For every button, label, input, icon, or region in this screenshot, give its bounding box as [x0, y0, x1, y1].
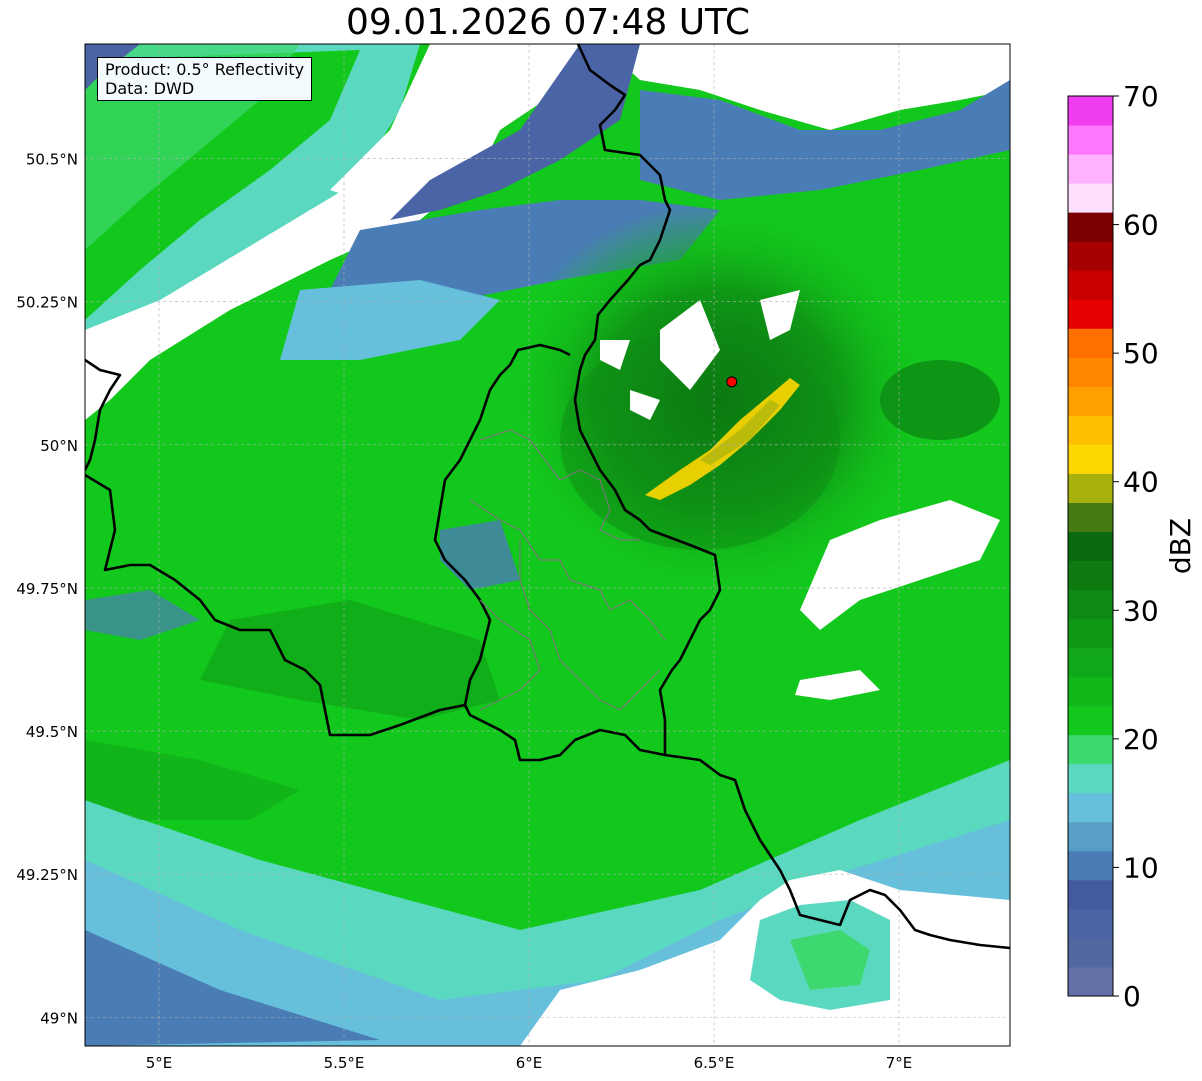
colorbar-segment [1068, 357, 1113, 387]
colorbar-tick-label: 50 [1123, 337, 1159, 370]
colorbar-segment [1068, 241, 1113, 271]
colorbar-tick-label: 0 [1123, 980, 1141, 1013]
colorbar-segment [1068, 966, 1113, 997]
colorbar-label: dBZ [1164, 518, 1197, 574]
colorbar-segment [1068, 850, 1113, 881]
colorbar-segment [1068, 937, 1113, 968]
lat-tick-label: 49.5°N [26, 723, 78, 741]
colorbar-segment [1068, 415, 1113, 445]
colorbar-segment [1068, 821, 1113, 852]
data-source-label: Data: DWD [105, 79, 195, 98]
colorbar-tick-label: 70 [1123, 80, 1159, 113]
colorbar-ticks: 0 10 20 30 40 50 60 70 [1113, 80, 1159, 1013]
colorbar-segment [1068, 908, 1113, 939]
colorbar-tick-label: 20 [1123, 723, 1159, 756]
colorbar-segment [1068, 444, 1113, 474]
colorbar-segment [1068, 618, 1113, 649]
colorbar-segment [1068, 299, 1113, 329]
lat-tick-label: 49°N [40, 1009, 78, 1027]
colorbar-segment [1068, 560, 1113, 591]
colorbar-tick-label: 10 [1123, 851, 1159, 884]
country-borders [85, 44, 1010, 950]
colorbar-segment [1068, 647, 1113, 678]
product-label: Product: 0.5° Reflectivity [105, 60, 305, 79]
colorbar-segment [1068, 154, 1113, 184]
colorbar-segment [1068, 125, 1113, 155]
colorbar-tick-label: 30 [1123, 594, 1159, 627]
colorbar-segment [1068, 531, 1113, 562]
latitude-labels: 50.5°N 50.25°N 50°N 49.75°N 49.5°N 49.25°N 49°… [16, 151, 78, 1028]
colorbar-segment [1068, 96, 1113, 126]
product-info-box: Product: 0.5° Reflectivity Data: DWD [97, 57, 313, 101]
lat-tick-label: 49.25°N [16, 866, 78, 884]
colorbar-segment [1068, 183, 1113, 213]
colorbar-segment [1068, 676, 1113, 707]
colorbar-tick-label: 40 [1123, 466, 1159, 499]
colorbar-segment [1068, 763, 1113, 794]
colorbar-segments [1068, 96, 1113, 997]
lat-tick-label: 50°N [40, 437, 78, 455]
colorbar-segment [1068, 502, 1113, 532]
colorbar-segment [1068, 879, 1113, 910]
colorbar-segment [1068, 792, 1113, 823]
colorbar-segment [1068, 270, 1113, 300]
lon-tick-label: 7°E [886, 1054, 913, 1072]
region-borders [469, 429, 666, 711]
lat-tick-label: 49.75°N [16, 580, 78, 598]
longitude-labels: 5°E 5.5°E 6°E 6.5°E 7°E [146, 1054, 913, 1072]
colorbar-segment [1068, 589, 1113, 620]
colorbar-segment [1068, 328, 1113, 358]
lon-tick-label: 5°E [146, 1054, 173, 1072]
radar-site-marker [726, 376, 738, 388]
colorbar-tick-label: 60 [1123, 209, 1159, 242]
lat-tick-label: 50.25°N [16, 294, 78, 312]
colorbar-segment [1068, 386, 1113, 416]
lon-tick-label: 6°E [516, 1054, 543, 1072]
colorbar-segment [1068, 734, 1113, 765]
map-title: 09.01.2026 07:48 UTC [345, 2, 751, 43]
colorbar-segment [1068, 705, 1113, 736]
grid-lines [85, 44, 1010, 1046]
lon-tick-label: 6.5°E [694, 1054, 735, 1072]
colorbar-segment [1068, 473, 1113, 503]
lat-tick-label: 50.5°N [26, 151, 78, 169]
map-frame [84, 43, 1011, 1047]
colorbar-frame [1067, 95, 1114, 997]
colorbar-segment [1068, 212, 1113, 242]
lon-tick-label: 5.5°E [324, 1054, 365, 1072]
